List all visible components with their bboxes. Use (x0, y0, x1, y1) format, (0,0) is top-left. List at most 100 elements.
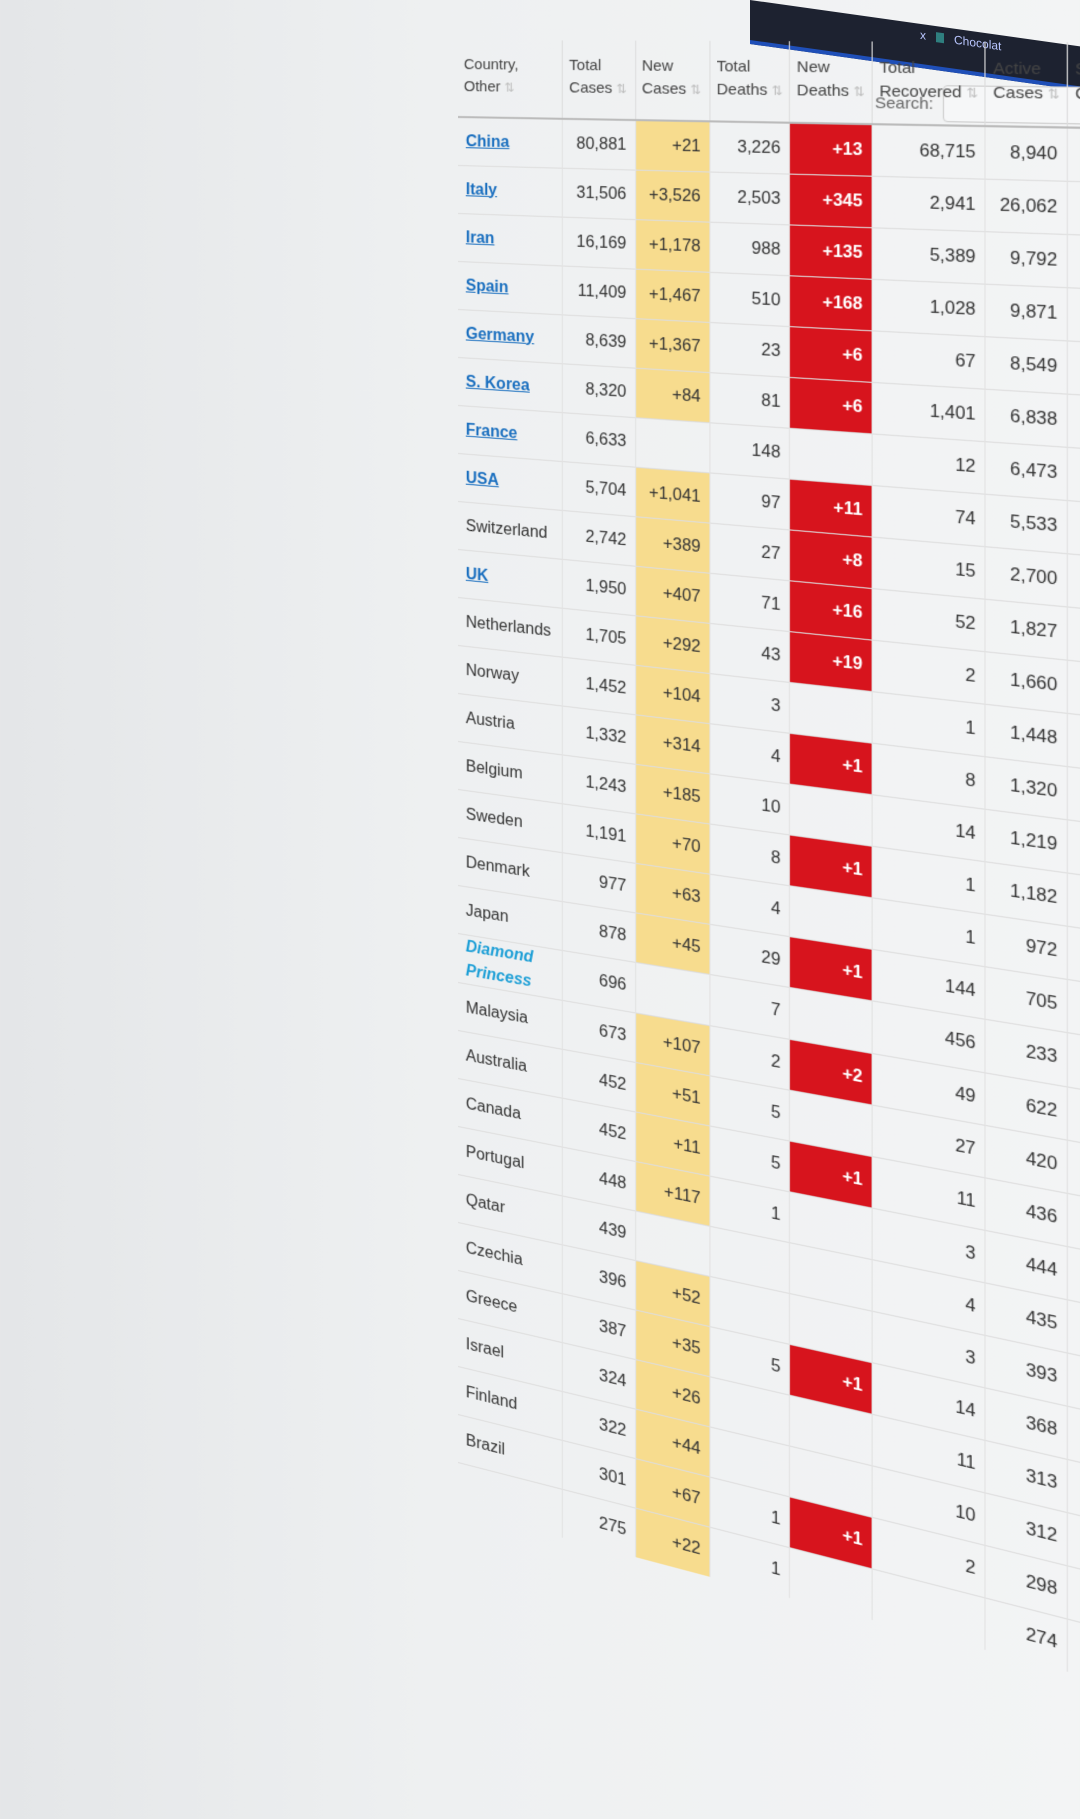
new-deaths-cell: +11 (789, 479, 872, 538)
total-cases-cell: 1,950 (562, 559, 636, 616)
sort-arrows-icon[interactable]: ⇅ (771, 83, 783, 99)
new-deaths-cell: +8 (789, 529, 872, 589)
new-cases-cell: +1,041 (635, 467, 710, 524)
cases-table: Country, Other ⇅ Total Cases ⇅ New Cases ⇅ Tot… (458, 40, 1080, 1696)
column-header-label: Total Recovered (879, 58, 962, 102)
new-cases-cell: +21 (635, 120, 710, 173)
active-cases-cell: 6,838 (985, 389, 1068, 448)
new-deaths-cell: +135 (789, 224, 872, 280)
column-header-active-cases[interactable]: Active Cases ⇅ (985, 41, 1068, 128)
total-deaths-cell: 510 (709, 272, 790, 327)
new-cases-cell: +292 (635, 615, 710, 674)
total-cases-cell: 16,169 (562, 217, 636, 270)
new-cases-cell: +389 (635, 516, 710, 574)
total-recovered-cell: 1,401 (871, 382, 986, 442)
active-cases-cell: 2,700 (985, 546, 1068, 607)
column-header-total-cases[interactable]: Total Cases ⇅ (562, 40, 636, 121)
sort-arrows-icon[interactable]: ⇅ (690, 82, 702, 98)
total-deaths-cell: 81 (709, 372, 790, 429)
total-deaths-cell: 97 (709, 472, 790, 530)
total-deaths-cell: 23 (709, 322, 790, 378)
new-deaths-cell: +345 (789, 174, 872, 228)
new-cases-cell: +1,467 (635, 269, 710, 323)
country-link[interactable]: S. Korea (458, 357, 563, 413)
new-deaths-cell: +6 (789, 377, 872, 434)
serious-critical-cell: 4 (1067, 1619, 1080, 1696)
total-recovered-cell: 68,715 (871, 124, 986, 180)
new-cases-cell: +3,526 (635, 170, 710, 223)
active-cases-cell: 5,533 (985, 494, 1068, 554)
table-header-row: Country, Other ⇅ Total Cases ⇅ New Cases ⇅ Tot… (458, 40, 1080, 130)
total-cases-cell: 11,409 (562, 265, 636, 319)
total-cases-cell: 5,704 (562, 461, 636, 517)
sort-arrows-icon[interactable]: ⇅ (966, 85, 978, 101)
column-header-label: Active Cases (993, 59, 1043, 103)
data-table-panel: Search: Country, Other ⇅ Total Cases ⇅ New C… (458, 20, 1080, 1819)
serious-critical-cell: 400 (1067, 447, 1080, 508)
total-recovered-cell: 67 (871, 330, 986, 390)
sort-arrows-icon[interactable]: ⇅ (1047, 86, 1060, 102)
total-cases-cell: 1,705 (562, 608, 636, 666)
new-cases-cell: +1,367 (635, 318, 710, 373)
active-cases-cell: 9,871 (985, 284, 1068, 341)
active-cases-cell: 6,473 (985, 441, 1068, 501)
new-cases-cell (635, 417, 710, 473)
total-cases-cell: 80,881 (562, 118, 636, 171)
new-deaths-cell: +19 (789, 631, 872, 692)
new-cases-cell: +84 (635, 368, 710, 423)
column-header-label: New Deaths (796, 58, 850, 101)
sort-arrows-icon[interactable]: ⇅ (504, 80, 515, 95)
total-cases-cell: 2,742 (562, 510, 636, 567)
active-cases-cell: 1,660 (985, 651, 1068, 714)
total-deaths-cell: 988 (709, 222, 790, 276)
sort-arrows-icon[interactable]: ⇅ (853, 84, 865, 100)
active-cases-cell: 9,792 (985, 231, 1068, 288)
total-cases-cell: 31,506 (562, 168, 636, 220)
column-header-label: New Cases (641, 57, 687, 99)
serious-critical-cell: 3,226 (1067, 127, 1080, 184)
column-header-label: Total Deaths (716, 57, 768, 100)
total-deaths-cell: 71 (709, 573, 790, 632)
total-deaths-cell: 3,226 (709, 121, 790, 175)
active-cases-cell: 26,062 (985, 179, 1068, 235)
column-header-total-recovered[interactable]: Total Recovered ⇅ (871, 41, 986, 127)
column-header-label: Total Cases (569, 56, 613, 98)
total-cases-cell: 1,452 (562, 657, 636, 715)
serious-critical-cell (1067, 553, 1080, 616)
country-link[interactable]: China (458, 117, 563, 169)
total-deaths-cell: 2,503 (709, 172, 790, 225)
new-cases-cell: +1,178 (635, 219, 710, 273)
column-header-new-deaths[interactable]: New Deaths ⇅ (789, 41, 872, 125)
country-link[interactable]: Italy (458, 165, 563, 218)
total-deaths-cell: 148 (709, 422, 790, 480)
serious-critical-cell (1067, 234, 1080, 292)
serious-critical-cell: 563 (1067, 287, 1080, 346)
column-header-country[interactable]: Country, Other ⇅ (458, 40, 563, 119)
total-cases-cell: 6,633 (562, 412, 636, 468)
new-deaths-cell: +168 (789, 275, 872, 331)
serious-critical-cell: 59 (1067, 394, 1080, 454)
serious-critical-cell: 2 (1067, 340, 1080, 400)
country-link[interactable]: Iran (458, 213, 563, 266)
new-cases-cell: +104 (635, 665, 710, 724)
country-link[interactable]: Spain (458, 261, 563, 315)
total-recovered-cell: 1,028 (871, 279, 986, 337)
country-link[interactable]: Germany (458, 309, 563, 364)
total-recovered-cell: 12 (871, 433, 986, 495)
country-link[interactable]: France (458, 405, 563, 462)
new-cases-cell: +407 (635, 566, 710, 624)
sort-arrows-icon[interactable]: ⇅ (616, 81, 627, 97)
new-deaths-cell: +13 (789, 122, 872, 177)
new-deaths-cell (789, 428, 872, 486)
serious-critical-cell: 12 (1067, 500, 1080, 562)
active-cases-cell: 1,448 (985, 704, 1068, 767)
total-recovered-cell: 2,941 (871, 176, 986, 232)
column-header-new-cases[interactable]: New Cases ⇅ (635, 40, 710, 122)
serious-critical-cell: 2,060 (1067, 181, 1080, 238)
column-header-total-deaths[interactable]: Total Deaths ⇅ (709, 40, 790, 123)
total-recovered-cell: 5,389 (871, 227, 986, 285)
total-deaths-cell: 27 (709, 523, 790, 581)
column-header-serious-critical[interactable]: Serious, Critical⇅ (1067, 42, 1080, 130)
new-deaths-cell: +6 (789, 326, 872, 383)
new-deaths-cell: +16 (789, 580, 872, 641)
